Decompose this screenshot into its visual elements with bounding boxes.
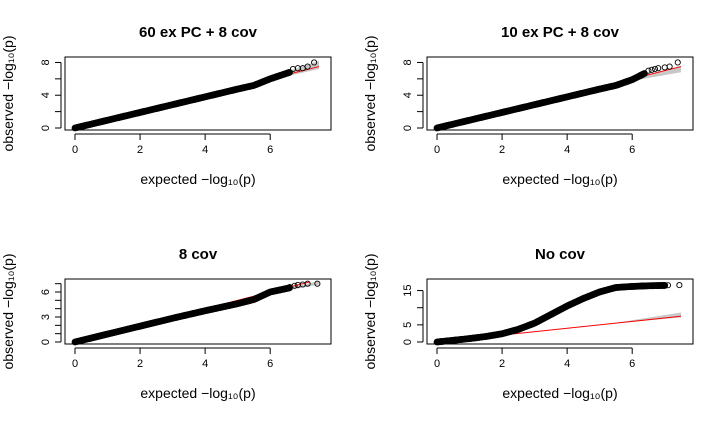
qq-panel-1: 60 ex PC + 8 cov 0 2 4 6 0 4 8 expected −log₁₀(p… bbox=[0, 24, 332, 187]
qq-point bbox=[651, 65, 659, 73]
y-tick-label: 8 bbox=[402, 59, 414, 65]
qq-point bbox=[314, 280, 321, 287]
qq-point bbox=[664, 282, 672, 289]
qq-point bbox=[286, 68, 293, 76]
panel-title: 10 ex PC + 8 cov bbox=[501, 24, 620, 41]
x-tick-label: 4 bbox=[564, 144, 570, 156]
qq-point bbox=[648, 66, 655, 73]
y-tick-label: 0 bbox=[40, 125, 52, 131]
x-tick-label: 6 bbox=[267, 358, 273, 370]
qq-point bbox=[641, 70, 648, 77]
qq-point bbox=[311, 59, 318, 66]
panel-title: No cov bbox=[535, 246, 586, 263]
y-tick-label: 0 bbox=[402, 125, 414, 131]
x-axis-label: expected −log₁₀(p) bbox=[502, 171, 617, 187]
confidence-band bbox=[615, 312, 681, 324]
qq-point bbox=[661, 64, 668, 71]
y-axis-label: observed −log₁₀(p) bbox=[0, 36, 16, 152]
plot-frame bbox=[64, 56, 332, 131]
qq-point bbox=[291, 282, 298, 289]
x-axis-label: expected −log₁₀(p) bbox=[140, 171, 255, 187]
x-tick-label: 4 bbox=[202, 358, 208, 370]
qq-point bbox=[658, 282, 665, 289]
x-tick-label: 0 bbox=[434, 144, 440, 156]
qq-point bbox=[651, 282, 659, 289]
qq-point bbox=[676, 282, 683, 289]
qq-panel-3: 8 cov 0 2 4 6 0 3 6 expected −log₁₀(p) observed −… bbox=[0, 246, 332, 401]
x-tick-label: 2 bbox=[137, 358, 143, 370]
x-tick-label: 6 bbox=[267, 144, 273, 156]
y-tick-label: 15 bbox=[402, 284, 414, 296]
y-axis-label: observed −log₁₀(p) bbox=[0, 254, 16, 370]
qq-point bbox=[304, 280, 311, 287]
qq-point bbox=[638, 282, 646, 289]
y-tick-label: 4 bbox=[402, 92, 414, 98]
qq-panel-4: No cov 0 2 4 6 0 5 15 expected −log₁₀(p) observed… bbox=[362, 246, 694, 401]
qq-point bbox=[645, 282, 652, 289]
x-axis-label: expected −log₁₀(p) bbox=[140, 385, 255, 401]
x-tick-label: 6 bbox=[629, 358, 635, 370]
x-tick-label: 0 bbox=[72, 358, 78, 370]
y-tick-label: 4 bbox=[40, 92, 52, 98]
qq-point bbox=[304, 63, 311, 70]
x-tick-label: 4 bbox=[202, 144, 208, 156]
qq-panel-2: 10 ex PC + 8 cov 0 2 4 6 0 4 8 expected −log₁₀(p… bbox=[362, 24, 694, 187]
qq-point bbox=[655, 65, 662, 72]
qq-point bbox=[666, 63, 673, 70]
y-tick-label: 6 bbox=[40, 289, 52, 295]
y-axis-label: observed −log₁₀(p) bbox=[362, 36, 378, 152]
plot-frame bbox=[64, 278, 332, 345]
x-tick-label: 0 bbox=[72, 144, 78, 156]
panel-title: 8 cov bbox=[179, 246, 218, 263]
plot-frame bbox=[426, 278, 694, 345]
qq-point bbox=[645, 67, 652, 74]
panel-title: 60 ex PC + 8 cov bbox=[139, 24, 258, 41]
x-tick-label: 2 bbox=[499, 144, 505, 156]
x-tick-label: 4 bbox=[564, 358, 570, 370]
x-tick-label: 2 bbox=[137, 144, 143, 156]
y-tick-label: 0 bbox=[402, 339, 414, 345]
y-axis-label: observed −log₁₀(p) bbox=[362, 254, 378, 370]
y-tick-label: 5 bbox=[402, 322, 414, 328]
x-tick-label: 6 bbox=[629, 144, 635, 156]
x-tick-label: 0 bbox=[434, 358, 440, 370]
y-tick-label: 3 bbox=[40, 314, 52, 320]
x-axis-label: expected −log₁₀(p) bbox=[502, 385, 617, 401]
x-tick-label: 2 bbox=[499, 358, 505, 370]
y-tick-label: 8 bbox=[40, 59, 52, 65]
qq-point bbox=[661, 282, 669, 289]
qq-point bbox=[674, 59, 681, 66]
plot-frame bbox=[426, 56, 694, 131]
y-tick-label: 0 bbox=[40, 339, 52, 345]
